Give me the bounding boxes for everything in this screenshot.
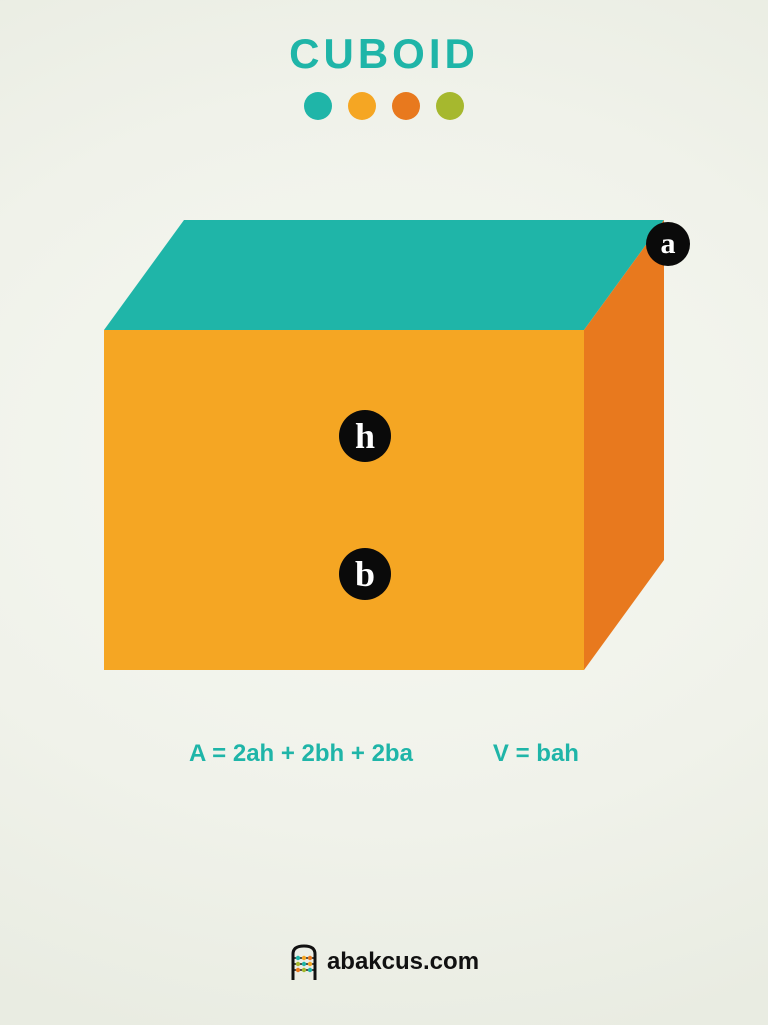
formulas-row: A = 2ah + 2bh + 2ba V = bah xyxy=(0,740,768,768)
dot-4 xyxy=(436,92,464,120)
logo: abakcus.com xyxy=(0,944,768,980)
accent-dots xyxy=(0,92,768,120)
logo-text: abakcus.com xyxy=(327,948,479,976)
formula-area: A = 2ah + 2bh + 2ba xyxy=(189,740,413,768)
dot-2 xyxy=(348,92,376,120)
dot-1 xyxy=(304,92,332,120)
abacus-icon xyxy=(289,944,319,980)
page-title: CUBOID xyxy=(0,30,768,78)
cuboid-diagram: a h b xyxy=(84,200,684,690)
label-h: h xyxy=(339,410,391,462)
label-a-text: a xyxy=(661,227,676,261)
label-b: b xyxy=(339,548,391,600)
label-h-text: h xyxy=(355,415,375,457)
label-a: a xyxy=(646,222,690,266)
formula-volume: V = bah xyxy=(493,740,579,768)
label-b-text: b xyxy=(355,553,375,595)
dot-3 xyxy=(392,92,420,120)
